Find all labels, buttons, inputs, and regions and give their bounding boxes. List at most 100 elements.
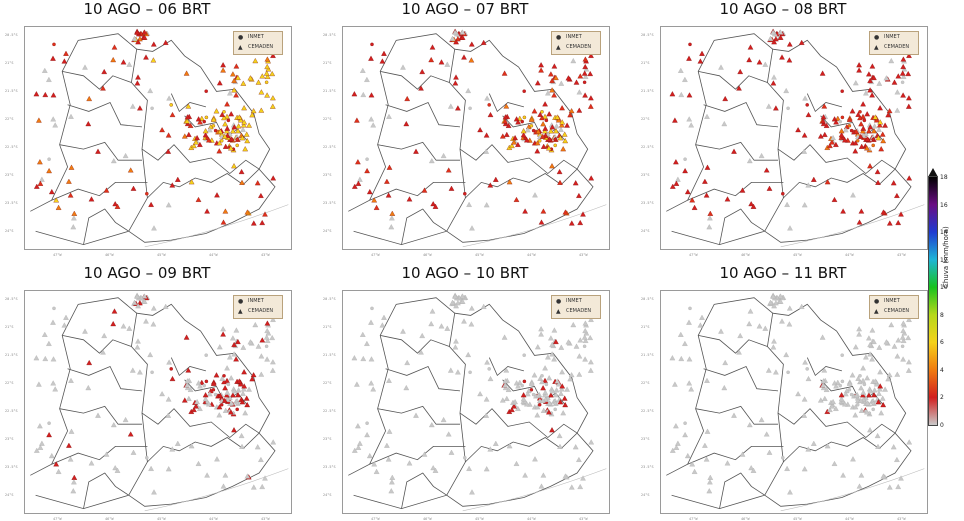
panel-title: 10 AGO – 11 BRT <box>719 264 847 282</box>
boundary-line <box>369 181 466 201</box>
circle-icon: ● <box>238 297 244 305</box>
triangle-icon: ▲ <box>874 43 879 51</box>
legend-label-cemaden: CEMADEN <box>884 44 910 50</box>
cemaden-station-marker <box>413 412 419 418</box>
cemaden-station-marker <box>453 39 459 45</box>
cemaden-station-marker <box>858 472 865 478</box>
cemaden-station-marker <box>184 118 190 124</box>
cemaden-station-marker <box>468 41 475 47</box>
cemaden-station-marker <box>270 175 277 181</box>
y-tick-label: 24°S <box>641 493 650 497</box>
cemaden-station-marker <box>264 320 271 326</box>
cemaden-station-marker <box>588 316 594 322</box>
cemaden-station-marker <box>371 197 378 203</box>
x-tick-label: 45°W <box>157 253 166 257</box>
legend-row-cemaden: ▲ CEMADEN <box>552 306 600 316</box>
cemaden-station-marker <box>875 135 882 141</box>
cemaden-station-marker <box>169 111 176 118</box>
cemaden-station-marker <box>682 167 688 174</box>
cemaden-station-marker <box>850 192 856 198</box>
cemaden-station-marker <box>739 451 746 457</box>
cemaden-station-marker <box>355 444 362 450</box>
cemaden-station-marker <box>448 185 455 191</box>
cemaden-station-marker <box>440 152 447 159</box>
circle-icon: ● <box>874 33 880 41</box>
cemaden-station-marker <box>858 385 864 391</box>
cemaden-station-marker <box>885 376 892 382</box>
inmet-station-marker <box>540 374 544 378</box>
cemaden-station-marker <box>360 355 367 362</box>
cemaden-station-marker <box>876 390 882 396</box>
colorbar-tick-label: 2 <box>940 394 944 401</box>
cemaden-station-marker <box>66 442 72 448</box>
cemaden-station-marker <box>686 55 692 61</box>
inmet-station-marker <box>838 119 842 124</box>
cemaden-station-marker <box>368 92 375 98</box>
cemaden-station-marker <box>520 396 527 402</box>
inmet-station-marker <box>520 383 524 388</box>
x-tick-label: 43°W <box>897 253 906 257</box>
cemaden-station-marker <box>867 341 873 348</box>
cemaden-station-marker <box>453 74 459 80</box>
inmet-station-marker <box>582 80 587 85</box>
map-legend: ● INMET ▲ CEMADEN <box>869 295 919 319</box>
x-tick-label: 47°W <box>689 253 698 257</box>
cemaden-station-marker <box>876 386 883 392</box>
cemaden-station-marker <box>874 168 881 175</box>
cemaden-station-marker <box>890 180 897 186</box>
cemaden-station-marker <box>122 152 129 159</box>
inmet-station-marker <box>169 103 173 107</box>
cemaden-station-marker <box>537 111 544 117</box>
cemaden-station-marker <box>198 115 205 121</box>
cemaden-station-marker <box>568 108 575 114</box>
boundary-line <box>136 303 271 439</box>
cemaden-station-marker <box>453 338 459 344</box>
cemaden-station-marker <box>528 116 535 122</box>
cemaden-station-marker <box>492 440 499 446</box>
cemaden-station-marker <box>227 90 233 96</box>
y-tick-label: 22°S <box>641 381 650 385</box>
cemaden-station-marker <box>827 406 833 413</box>
cemaden-station-marker <box>249 376 256 382</box>
cemaden-station-marker <box>576 192 582 198</box>
cemaden-station-marker <box>871 123 878 129</box>
cemaden-station-marker <box>786 305 793 311</box>
cemaden-station-marker <box>147 351 154 358</box>
cemaden-station-marker <box>228 409 234 415</box>
cemaden-station-marker <box>535 392 542 398</box>
cemaden-station-marker <box>220 326 226 332</box>
cemaden-station-marker <box>899 334 906 340</box>
cemaden-station-marker <box>686 380 693 386</box>
cemaden-station-marker <box>801 396 808 402</box>
cemaden-station-marker <box>112 201 119 207</box>
cemaden-station-marker <box>858 208 865 214</box>
cemaden-station-marker <box>252 57 259 64</box>
inmet-station-marker <box>235 143 239 148</box>
cemaden-station-marker <box>403 120 410 127</box>
cemaden-station-marker <box>503 103 510 109</box>
cemaden-station-marker <box>252 321 259 328</box>
cemaden-station-marker <box>214 456 220 462</box>
cemaden-station-marker <box>465 351 472 358</box>
cemaden-station-marker <box>499 133 506 139</box>
cemaden-station-marker <box>856 331 862 337</box>
inmet-station-marker <box>213 392 218 397</box>
cemaden-station-marker <box>838 392 845 398</box>
cemaden-station-marker <box>558 386 565 392</box>
cemaden-station-marker <box>587 367 594 373</box>
inmet-station-marker <box>204 115 209 120</box>
cemaden-station-marker <box>883 339 890 345</box>
cemaden-station-marker <box>505 386 512 392</box>
cemaden-station-marker <box>895 483 902 490</box>
cemaden-station-marker <box>166 95 172 101</box>
cemaden-station-marker <box>241 369 247 375</box>
cemaden-station-marker <box>223 128 230 134</box>
cemaden-station-marker <box>151 225 157 231</box>
coastline <box>462 204 607 248</box>
panel-title: 10 AGO – 09 BRT <box>83 264 211 282</box>
cemaden-station-marker <box>805 446 812 452</box>
cemaden-station-marker <box>421 451 428 457</box>
boundary-line <box>772 39 907 175</box>
cemaden-station-marker <box>231 427 237 433</box>
cemaden-station-marker <box>736 85 742 91</box>
